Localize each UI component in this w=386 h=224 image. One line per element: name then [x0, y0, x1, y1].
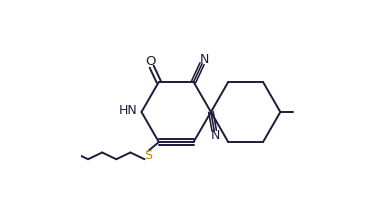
Text: O: O [145, 55, 156, 68]
Text: N: N [210, 129, 220, 142]
Text: HN: HN [119, 104, 137, 117]
Text: S: S [144, 149, 152, 162]
Text: N: N [200, 53, 209, 66]
